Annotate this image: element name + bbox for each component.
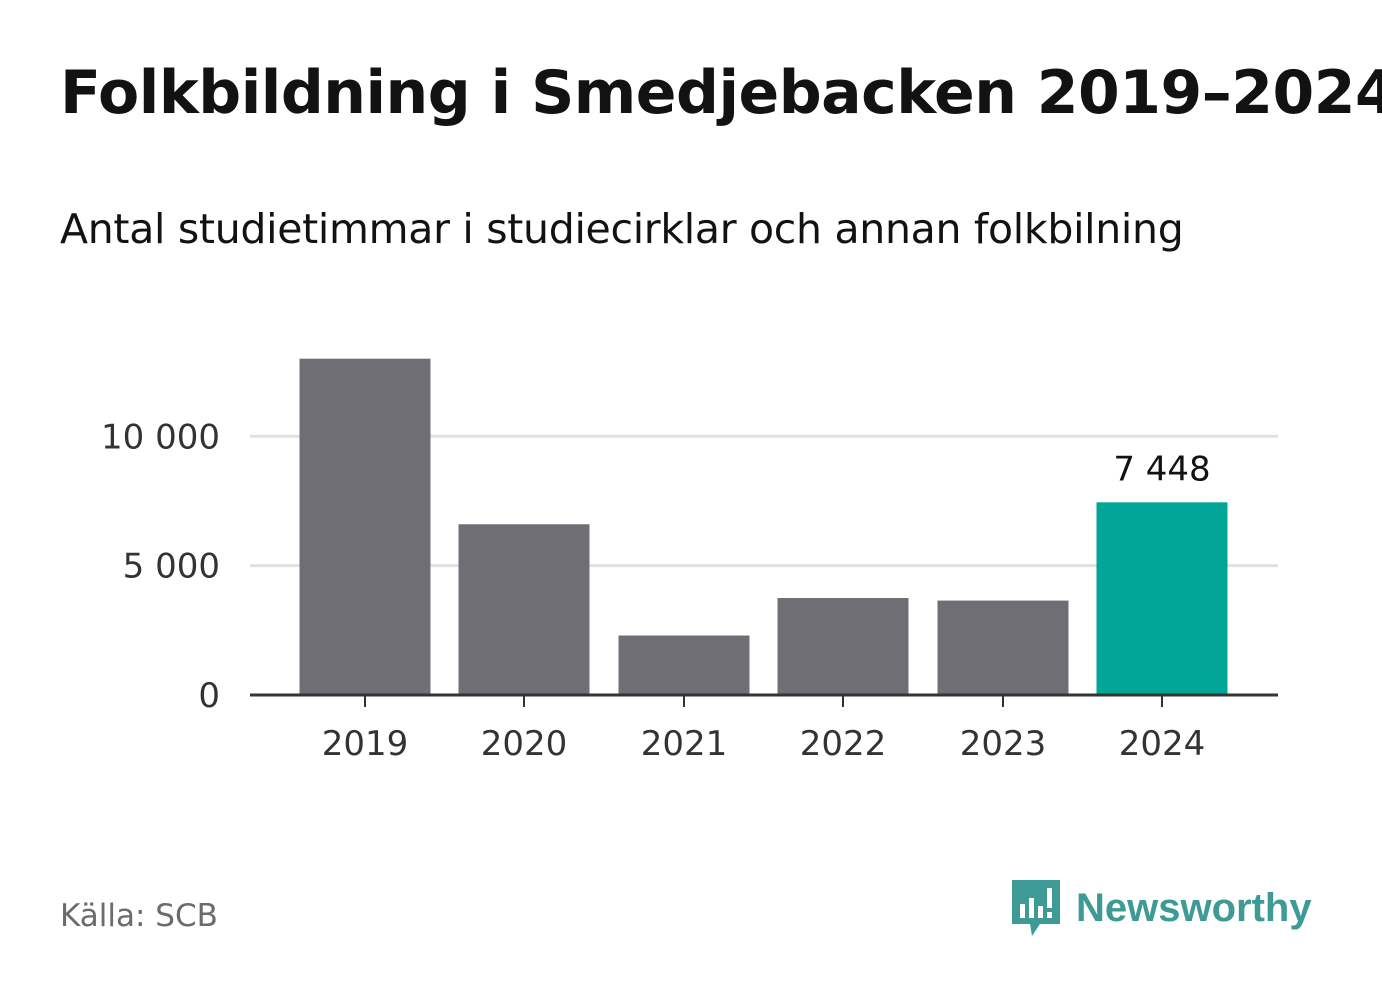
x-tick-label: 2023: [960, 724, 1047, 764]
y-tick-label: 0: [198, 676, 220, 716]
source-note: Källa: SCB: [60, 898, 218, 934]
data-label: 7 448: [1113, 449, 1210, 489]
newsworthy-logo: Newsworthy: [1010, 878, 1312, 938]
chart-title: Folkbildning i Smedjebacken 2019–2024: [60, 58, 1382, 128]
chart-subtitle: Antal studietimmar i studiecirklar och a…: [60, 205, 1184, 253]
newsworthy-icon: [1012, 880, 1060, 936]
y-tick-label: 10 000: [101, 417, 220, 457]
bar-2023: [937, 600, 1069, 695]
bar-2022: [777, 597, 909, 695]
bar-2021: [618, 635, 750, 695]
x-tick-label: 2019: [322, 724, 409, 764]
y-tick-label: 5 000: [123, 547, 220, 587]
x-tick-label: 2021: [641, 724, 728, 764]
bar-2019: [299, 358, 431, 695]
x-tick-label: 2022: [800, 724, 887, 764]
bar-2020: [458, 524, 590, 695]
x-tick-label: 2024: [1119, 724, 1206, 764]
brand-name: Newsworthy: [1076, 885, 1312, 930]
x-tick-label: 2020: [481, 724, 568, 764]
bar-2024: [1096, 502, 1228, 695]
